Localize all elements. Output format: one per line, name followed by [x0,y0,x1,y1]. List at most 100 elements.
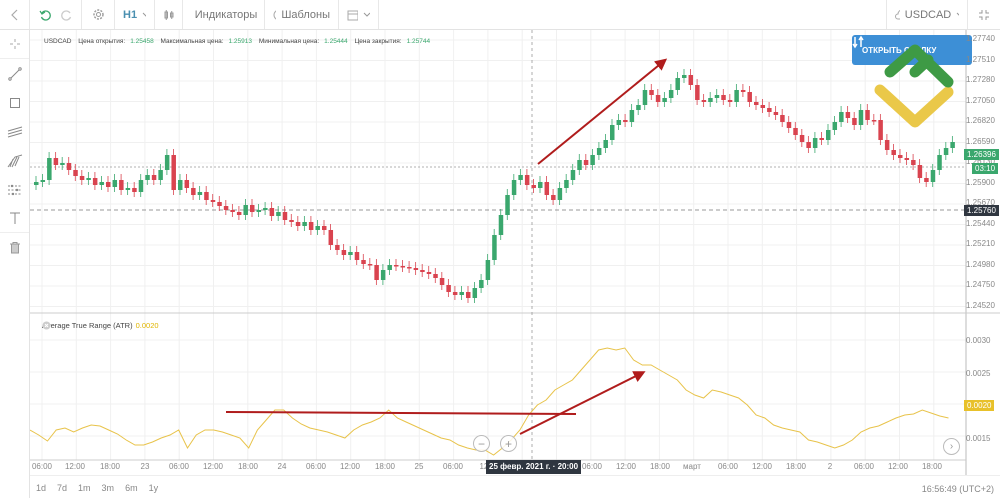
brand-watermark-logo [874,44,954,128]
time-axis[interactable]: 06:00 12:00 18:00 23 06:00 12:00 18:00 24 06:00 1… [30,460,966,474]
time-tick: 12:00 [615,462,637,471]
time-tick: 12:00 [339,462,361,471]
time-tick: 06:00 [31,462,53,471]
range-1y[interactable]: 1y [148,483,159,493]
delete-drawings-button[interactable] [0,233,29,262]
text-tool[interactable] [0,204,29,233]
time-tick: 06:00 [168,462,190,471]
range-1m[interactable]: 1m [78,483,91,493]
cloud-icon [895,9,900,19]
symbol-dropdown[interactable]: USDCAD [887,0,968,29]
chevron-down-icon [363,12,370,17]
templates-button[interactable]: f Шаблоны [265,0,339,29]
chevron-left-icon [10,9,17,20]
time-tick: 12:00 [887,462,909,471]
time-tick: 18:00 [99,462,121,471]
pattern-tool[interactable] [0,175,29,204]
time-tick: 18:00 [649,462,671,471]
range-6m[interactable]: 6m [125,483,138,493]
settings-button[interactable] [82,0,115,29]
range-1d[interactable]: 1d [36,483,47,493]
gear-icon [92,9,104,20]
top-toolbar: H1 Индикаторы f Шаблоны USDCAD [0,0,1000,30]
time-tick: 18:00 [921,462,943,471]
zoom-in-button[interactable]: + [500,435,517,452]
back-button[interactable] [0,0,30,29]
price-tick: 1.24750 [966,280,995,289]
time-tick: 06:00 [717,462,739,471]
time-tick: 12: [479,462,491,471]
atr-tick: 0.0030 [966,336,991,345]
atr-tick: 0.0025 [966,369,991,378]
time-tick: 23 [140,462,150,471]
fullscreen-button[interactable] [968,0,1000,29]
calendar-dropdown[interactable] [339,0,379,29]
price-tick: 1.27280 [966,75,995,84]
calendar-icon [347,10,358,20]
time-tick: 24 [277,462,287,471]
symbol-label: USDCAD [904,8,952,21]
cursor-price-badge: 1.25760 [964,205,999,216]
range-3m[interactable]: 3m [101,483,115,493]
buy-sell-arrows-icon [852,35,864,49]
candle-countdown-badge: 03:10 [972,163,999,174]
price-tick: 1.26130 [966,157,995,166]
candles-icon [164,9,174,20]
time-cursor-label: 25 февр. 2021 г. · 20:00 [486,460,582,474]
indicator-settings-icon[interactable] [42,321,51,330]
time-tick: 12:00 [751,462,773,471]
timeframe-dropdown[interactable]: H1 [115,0,155,29]
chart-type-button[interactable] [155,0,183,29]
chevron-down-icon [956,12,959,15]
time-tick: 06:00 [442,462,464,471]
redo-icon[interactable] [60,9,73,21]
history-controls [30,0,82,29]
range-7d[interactable]: 7d [57,483,68,493]
indicators-button[interactable]: Индикаторы [183,0,265,29]
time-tick: 12:00 [64,462,86,471]
trend-line-tool[interactable] [0,59,29,88]
atr-legend: Average True Range (ATR) 0.0020 [42,321,159,330]
trend-line-icon [7,66,22,81]
rectangle-tool[interactable] [0,88,29,117]
price-tick: 1.27510 [966,54,995,64]
fibonacci-icon [7,154,22,167]
crosshair-icon [9,39,20,49]
clock: 16:56:49 (UTC+2) [921,484,994,494]
price-tick: 1.26820 [966,116,995,125]
templates-icon: f [273,9,277,20]
atr-value-badge: 0.0020 [964,400,995,411]
time-tick: 18:00 [785,462,807,471]
channel-tool[interactable] [0,117,29,146]
minus-icon: − [477,436,485,451]
drawing-toolbar [0,30,30,498]
price-tick: 1.26590 [966,136,995,146]
atr-tick: 0.0015 [966,434,991,443]
high-value: 1.25913 [228,38,253,45]
plus-icon: + [504,436,512,451]
chevron-right-icon: › [949,440,954,452]
price-tick: 1.27740 [966,34,995,43]
zoom-out-button[interactable]: − [473,435,490,452]
templates-label: Шаблоны [281,8,330,21]
fibonacci-tool[interactable] [0,146,29,175]
ohlc-symbol: USDCAD [44,38,72,45]
time-tick: 06:00 [305,462,327,471]
price-tick: 1.25670 [966,198,995,207]
low-label: Минимальная цена: [258,38,320,45]
time-tick: 2 [827,462,833,471]
chart-area[interactable]: USDCAD Цена открытия: 1.25458 Максимальна… [30,30,1000,498]
crosshair-tool[interactable] [0,30,29,59]
channel-icon [7,126,22,137]
undo-icon[interactable] [39,9,51,21]
chevron-down-icon [142,12,146,17]
current-price-badge: 1.26396 [964,149,999,160]
bottom-bar: 1d 7d 1m 3m 6m 1y 16:56:49 (UTC+2) [30,475,1000,498]
candlestick-chart[interactable] [30,30,1000,498]
price-tick: 1.25900 [966,177,995,187]
time-tick: 25 [414,462,424,471]
rectangle-icon [9,97,20,108]
scroll-to-latest-button[interactable]: › [943,438,960,455]
price-tick: 1.25210 [966,239,995,248]
fullscreen-icon [979,9,989,20]
